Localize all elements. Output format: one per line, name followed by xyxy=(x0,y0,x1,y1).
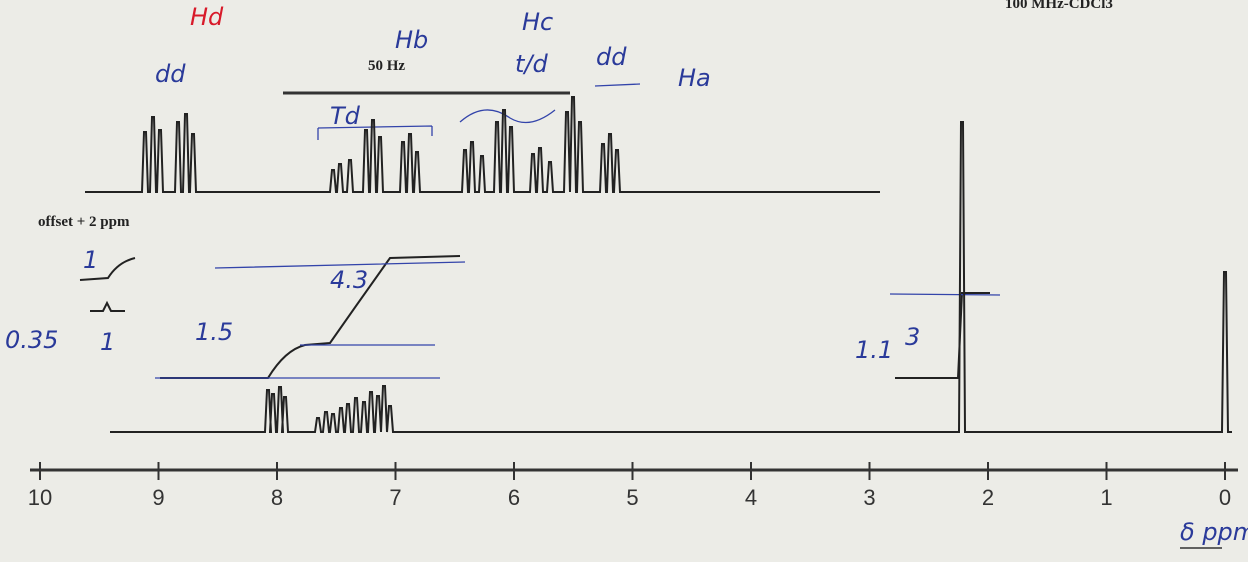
handwritten-note: Hc xyxy=(522,8,553,36)
integral-small xyxy=(79,257,136,281)
handwritten-note: Td xyxy=(330,102,361,130)
handwritten-note: dd xyxy=(596,43,627,71)
integral-small-peak xyxy=(90,300,125,312)
tick-label: 1 xyxy=(1100,485,1112,510)
integral-aromatic xyxy=(160,255,461,379)
pencil-lines xyxy=(155,261,1001,379)
handwritten-note: 1.5 xyxy=(195,318,233,346)
handwritten-note: 3 xyxy=(905,323,920,351)
handwritten-note: Hd xyxy=(190,3,224,31)
main-trace xyxy=(110,121,1232,433)
scale-label: 50 Hz xyxy=(368,58,405,74)
tick-label: 3 xyxy=(863,485,875,510)
tick-label: 10 xyxy=(28,485,52,510)
handwritten-note: 1 xyxy=(100,328,115,356)
expanded-trace xyxy=(85,96,880,193)
handwritten-note: dd xyxy=(155,60,186,88)
tick-label: 8 xyxy=(271,485,283,510)
handwritten-note: 0.35 xyxy=(5,326,58,354)
handwritten-note: t/d xyxy=(515,50,548,78)
tick-label: 9 xyxy=(152,485,164,510)
handwritten-note: Hb xyxy=(395,26,428,54)
axis-label: δ ppm xyxy=(1180,518,1248,546)
spectrometer-label: 100 MHz-CDCl3 xyxy=(1005,0,1113,12)
handwritten-note: Ha xyxy=(678,64,711,92)
offset-label: offset + 2 ppm xyxy=(38,214,130,230)
tick-label: 6 xyxy=(508,485,520,510)
tick-label: 4 xyxy=(745,485,757,510)
tick-label: 2 xyxy=(982,485,994,510)
handwritten-note: 1.1 xyxy=(855,336,893,364)
tick-label: 5 xyxy=(626,485,638,510)
tick-label: 7 xyxy=(389,485,401,510)
handwritten-note: 4.3 xyxy=(330,266,368,294)
handwritten-note: 1 xyxy=(83,246,98,274)
tick-label: 0 xyxy=(1219,485,1231,510)
